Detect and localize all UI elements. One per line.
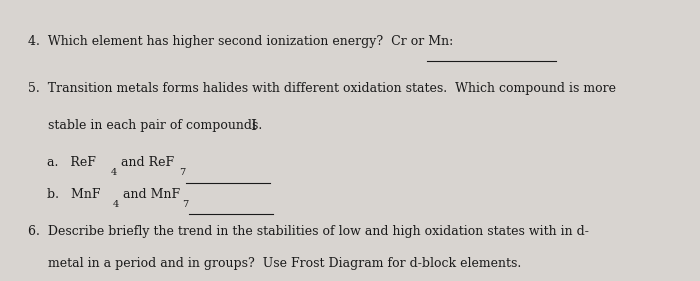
Text: I: I xyxy=(250,119,256,133)
Text: b.   MnF: b. MnF xyxy=(48,188,101,201)
Text: and ReF: and ReF xyxy=(117,156,174,169)
Text: 7: 7 xyxy=(179,168,186,177)
Text: and MnF: and MnF xyxy=(119,188,180,201)
Text: 4.  Which element has higher second ionization energy?  Cr or Mn:: 4. Which element has higher second ioniz… xyxy=(28,35,454,48)
Text: a.   ReF: a. ReF xyxy=(48,156,96,169)
Text: metal in a period and in groups?  Use Frost Diagram for d-block elements.: metal in a period and in groups? Use Fro… xyxy=(28,257,522,270)
Text: 4: 4 xyxy=(111,168,117,177)
Text: 5.  Transition metals forms halides with different oxidation states.  Which comp: 5. Transition metals forms halides with … xyxy=(28,82,616,95)
Text: 4: 4 xyxy=(113,200,118,209)
Text: 6.  Describe briefly the trend in the stabilities of low and high oxidation stat: 6. Describe briefly the trend in the sta… xyxy=(28,225,589,238)
Text: 7: 7 xyxy=(183,200,189,209)
Text: stable in each pair of compounds.: stable in each pair of compounds. xyxy=(28,119,262,132)
